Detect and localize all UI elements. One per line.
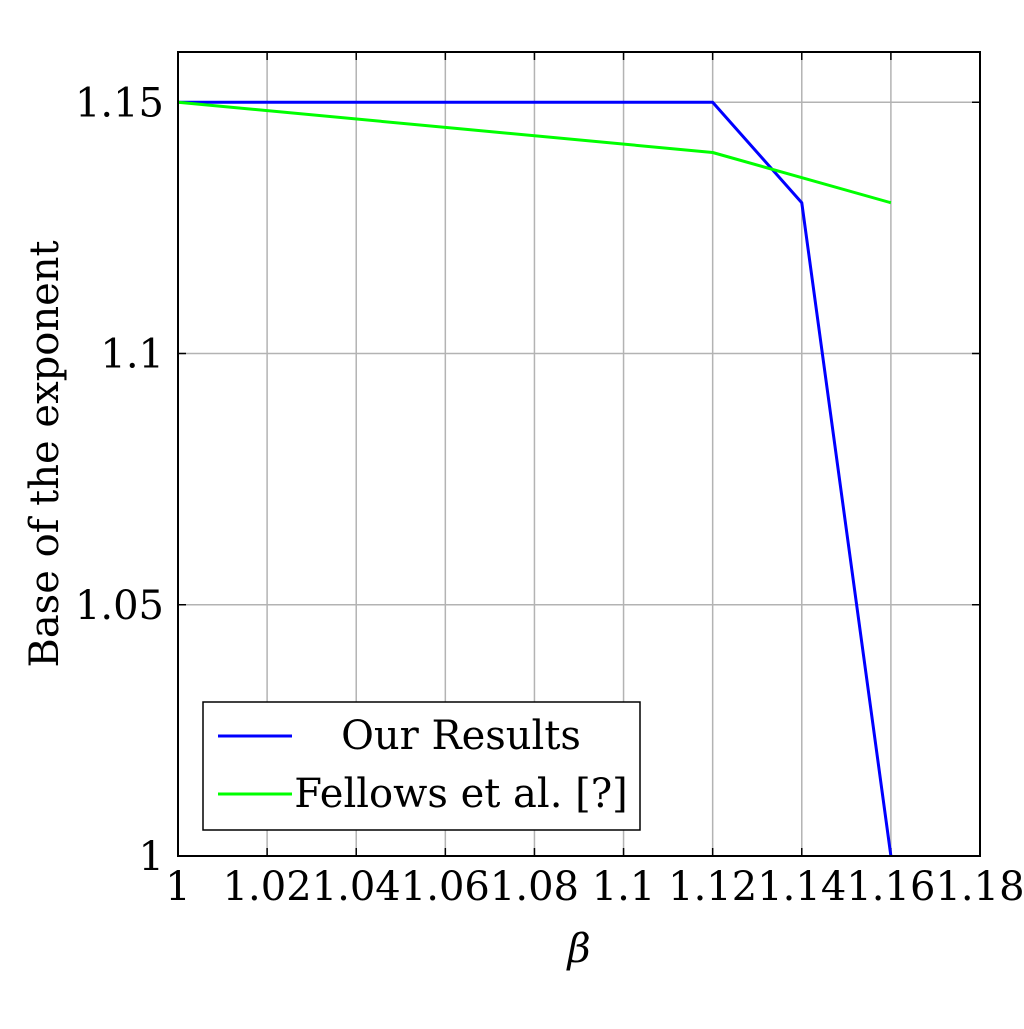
x-tick-label: 1.18 — [935, 864, 1024, 910]
x-tick-label: 1.12 — [668, 864, 757, 910]
y-axis-title: Base of the exponent — [22, 240, 68, 667]
legend-label-fellows: Fellows et al. [?] — [294, 771, 628, 817]
y-tick-label: 1.1 — [100, 332, 164, 378]
x-tick-label: 1.04 — [312, 864, 401, 910]
tick-labels: 1 1.02 1.04 1.06 1.08 1.1 1.12 1.14 1.16 1.18 1 1.0… — [75, 80, 1024, 910]
series-line-0 — [178, 100, 893, 857]
legend-label-our-results: Our Results — [341, 713, 581, 759]
legend-box — [202, 701, 641, 831]
series-lines — [177, 100, 893, 857]
x-tick-label: 1.06 — [401, 864, 490, 910]
y-tick-label: 1.15 — [75, 80, 164, 126]
x-tick-label: 1.14 — [757, 864, 846, 910]
legend: Our Results Fellows et al. [?] — [202, 701, 641, 831]
y-tick-label: 1.05 — [75, 583, 164, 629]
x-tick-label: 1 — [165, 864, 190, 910]
x-tick-label: 1.02 — [223, 864, 312, 910]
series-line-1 — [177, 100, 892, 205]
x-tick-label: 1.16 — [846, 864, 935, 910]
y-tick-label: 1 — [139, 834, 164, 880]
x-tick-label: 1.1 — [592, 864, 656, 910]
plot-frame — [177, 51, 981, 857]
x-tick-label: 1.08 — [490, 864, 579, 910]
x-axis-title: β — [565, 926, 590, 972]
